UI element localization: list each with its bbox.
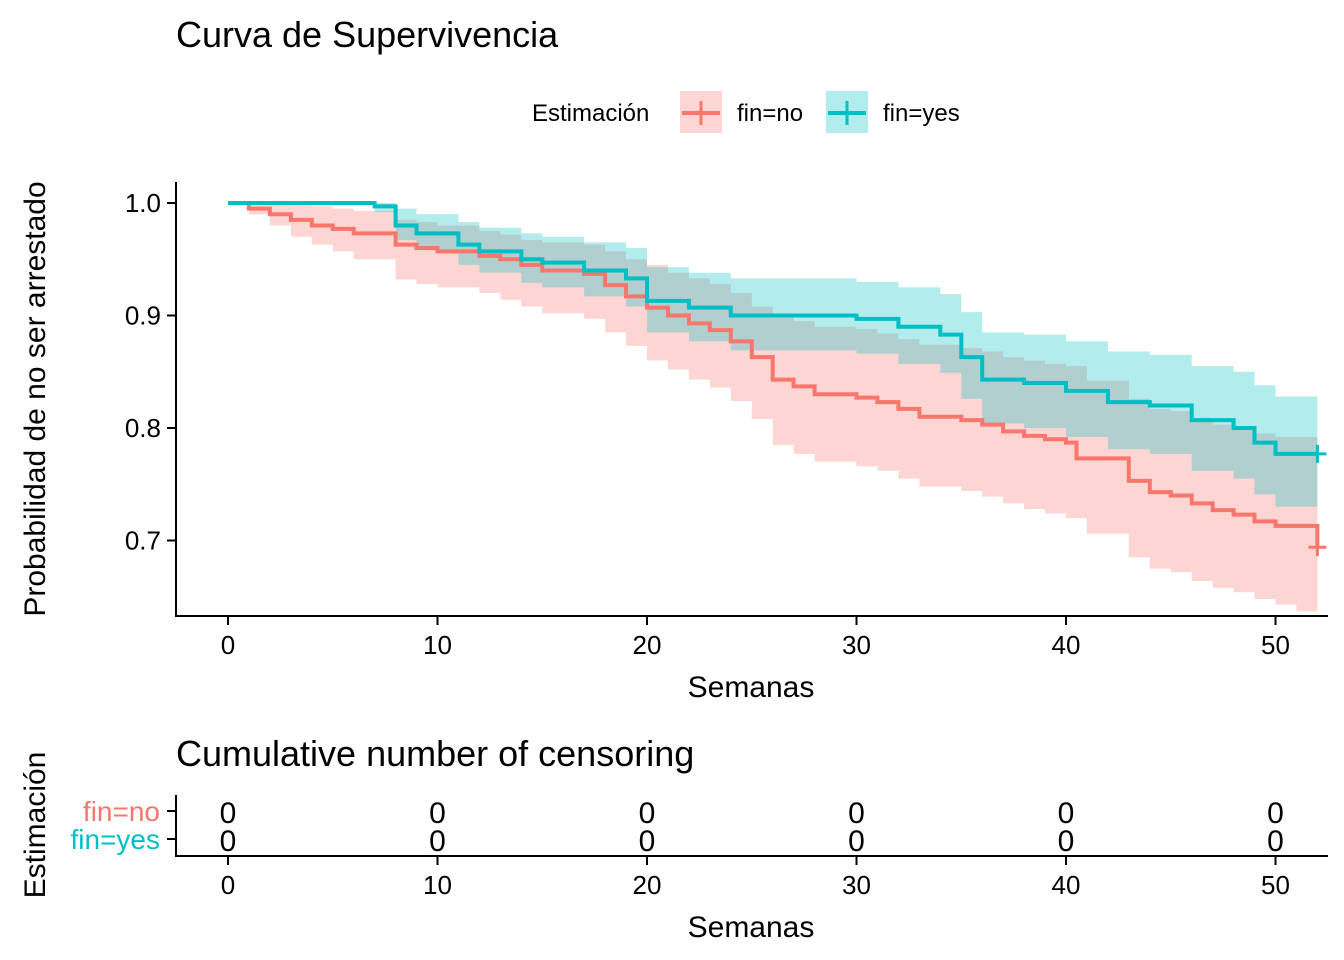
table-cell: 0 xyxy=(1058,797,1075,830)
table-cell: 0 xyxy=(429,797,446,830)
ci-band-fin-yes xyxy=(228,203,1318,507)
x-axis-label: Semanas xyxy=(688,671,815,704)
legend: Estimación fin=no fin=yes xyxy=(532,91,960,133)
table-cell: 0 xyxy=(639,825,656,858)
survival-line-fin-yes xyxy=(228,201,1318,456)
y-tick-label: 1.0 xyxy=(125,188,161,218)
legend-label-fin-yes: fin=yes xyxy=(883,100,960,127)
x-tick-label: 0 xyxy=(221,630,235,660)
y-tick-label: 0.9 xyxy=(125,301,161,331)
table-row-fin-no: fin=no 0 0 0 0 0 0 xyxy=(83,796,1284,830)
censoring-table: Cumulative number of censoring fin=no 0 0 0… xyxy=(19,733,1328,944)
table-row-fin-yes: fin=yes 0 0 0 0 0 0 xyxy=(71,824,1284,858)
x-axis-ticks: 0 10 20 30 40 50 xyxy=(221,616,1290,660)
table-x-tick-label: 50 xyxy=(1261,870,1290,900)
x-tick-label: 40 xyxy=(1052,630,1081,660)
survival-curves xyxy=(228,201,1320,548)
censor-mark-fin-yes xyxy=(1308,444,1327,463)
censor-mark-fin-no xyxy=(1308,538,1327,557)
censor-marks xyxy=(1308,444,1327,557)
y-axis-label: Probabilidad de no ser arrestado xyxy=(19,181,52,616)
table-cell: 0 xyxy=(848,825,865,858)
table-cell: 0 xyxy=(1267,797,1284,830)
x-tick-label: 30 xyxy=(842,630,871,660)
table-x-tick-label: 40 xyxy=(1052,870,1081,900)
table-cell: 0 xyxy=(1267,825,1284,858)
table-y-axis-label: Estimación xyxy=(19,752,52,899)
x-tick-label: 20 xyxy=(633,630,662,660)
table-cell: 0 xyxy=(220,825,237,858)
y-tick-label: 0.8 xyxy=(125,413,161,443)
table-x-tick-label: 0 xyxy=(221,870,235,900)
table-title: Cumulative number of censoring xyxy=(176,733,694,774)
table-x-tick-label: 10 xyxy=(423,870,452,900)
ci-band-fin-no xyxy=(228,203,1318,612)
table-cell: 0 xyxy=(220,797,237,830)
table-cell: 0 xyxy=(639,797,656,830)
legend-label-fin-no: fin=no xyxy=(737,100,803,127)
chart-title: Curva de Supervivencia xyxy=(176,14,559,55)
table-x-axis-label: Semanas xyxy=(688,911,815,944)
y-tick-label: 0.7 xyxy=(125,526,161,556)
table-x-tick-label: 20 xyxy=(633,870,662,900)
table-cell: 0 xyxy=(429,825,446,858)
legend-title: Estimación xyxy=(532,100,649,127)
table-cell: 0 xyxy=(848,797,865,830)
confidence-bands xyxy=(228,203,1318,612)
survival-plot: 0.7 0.8 0.9 1.0 0 10 20 30 40 50 Semanas Probabi… xyxy=(19,181,1328,704)
legend-item-fin-yes: fin=yes xyxy=(826,91,960,133)
x-tick-label: 10 xyxy=(423,630,452,660)
x-tick-label: 50 xyxy=(1261,630,1290,660)
table-row-label: fin=yes xyxy=(71,824,161,855)
table-x-tick-label: 30 xyxy=(842,870,871,900)
table-row-label: fin=no xyxy=(83,796,160,827)
legend-item-fin-no: fin=no xyxy=(680,91,803,133)
y-axis-ticks: 0.7 0.8 0.9 1.0 xyxy=(125,188,176,556)
table-cell: 0 xyxy=(1058,825,1075,858)
table-x-axis-ticks: 0 10 20 30 40 50 xyxy=(221,856,1290,900)
survival-line-fin-no xyxy=(228,201,1320,548)
